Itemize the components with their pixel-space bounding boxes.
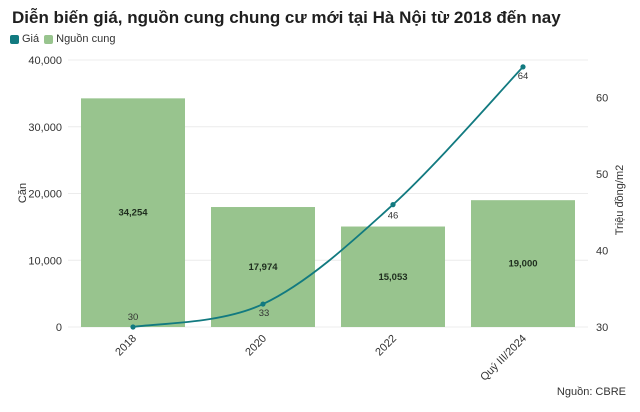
- y-left-tick-label: 30,000: [28, 122, 62, 134]
- legend-item-price[interactable]: Giá: [10, 33, 39, 45]
- price-point-label: 33: [259, 308, 270, 319]
- price-line: [132, 66, 524, 328]
- legend-item-supply[interactable]: Nguồn cung: [44, 33, 115, 45]
- y-left-tick-label: 20,000: [28, 189, 62, 201]
- x-tick-label: 2022: [373, 333, 399, 359]
- x-tick-label: 2020: [243, 333, 269, 359]
- legend-label-supply: Nguồn cung: [56, 33, 116, 45]
- y-left-tick-label: 10,000: [28, 255, 62, 267]
- y-right-axis-title: Triệu đồng/m2: [614, 165, 626, 236]
- x-tick-label: 2018: [113, 333, 139, 359]
- source-note: Nguồn: CBRE: [556, 386, 626, 398]
- y-left-axis-title: Căn: [17, 183, 29, 203]
- y-left-tick-label: 40,000: [28, 55, 62, 67]
- price-point-label: 46: [388, 211, 399, 222]
- y-right-tick-label: 30: [596, 322, 608, 334]
- price-point: [520, 64, 526, 70]
- price-point: [390, 202, 396, 208]
- y-right-tick-label: 50: [596, 169, 608, 181]
- y-left-tick-label: 0: [56, 322, 62, 334]
- legend-label-price: Giá: [22, 33, 40, 45]
- bar-value-label: 34,254: [118, 208, 148, 219]
- price-point-label: 64: [518, 71, 529, 82]
- chart-title: Diễn biến giá, nguồn cung chung cư mới t…: [12, 8, 561, 27]
- bar: [211, 207, 315, 327]
- bar: [341, 226, 445, 327]
- bar-value-label: 19,000: [508, 259, 537, 270]
- bar: [471, 200, 575, 327]
- x-tick-label: Quý III/2024: [478, 333, 529, 384]
- bar-value-label: 15,053: [378, 272, 407, 283]
- bar-value-label: 17,974: [248, 262, 278, 273]
- bar: [81, 98, 185, 327]
- price-point-label: 30: [128, 312, 139, 323]
- price-point: [130, 324, 136, 330]
- price-point: [260, 301, 266, 307]
- legend-swatch-supply: [44, 34, 54, 44]
- legend-swatch-price: [10, 34, 19, 44]
- legend: Giá Nguồn cung: [10, 33, 120, 45]
- y-right-tick-label: 40: [596, 246, 608, 258]
- y-right-tick-label: 60: [596, 93, 608, 105]
